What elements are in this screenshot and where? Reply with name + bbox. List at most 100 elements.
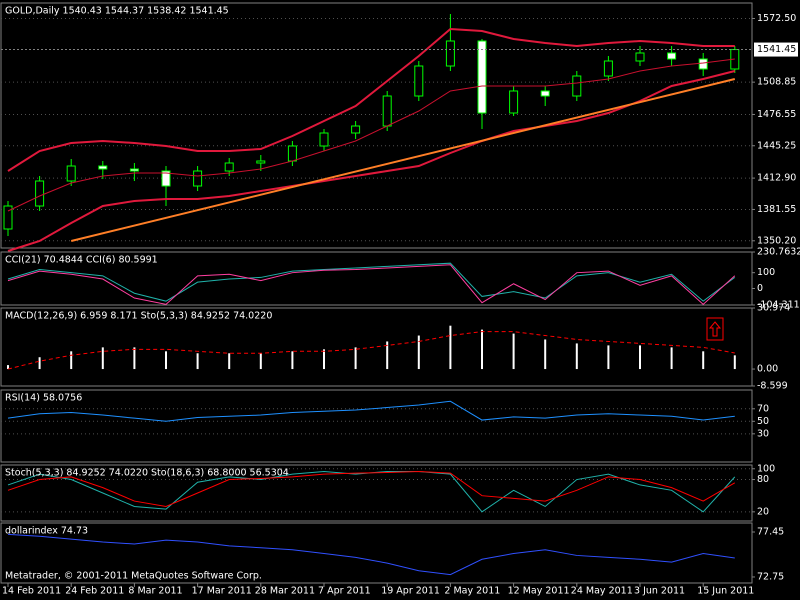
histogram-bar bbox=[386, 341, 389, 370]
histogram-bar bbox=[575, 343, 578, 370]
candle-body bbox=[603, 60, 613, 77]
histogram-bar bbox=[165, 351, 167, 370]
pane-frame bbox=[0, 307, 753, 387]
histogram-bar bbox=[702, 351, 705, 370]
candle-body bbox=[445, 40, 455, 67]
pane-frame bbox=[0, 464, 753, 522]
candle-body bbox=[224, 162, 234, 172]
arrow-box bbox=[706, 317, 724, 341]
x-tick-label: 14 Feb 2011 bbox=[2, 586, 61, 597]
candle-body bbox=[35, 180, 45, 207]
histogram-bar bbox=[196, 353, 199, 370]
candle-body bbox=[66, 165, 76, 182]
y-tick-label: 1412.90 bbox=[757, 173, 796, 184]
x-tick-label: 3 Jun 2011 bbox=[634, 586, 685, 597]
y-tick-label: -104.311 bbox=[757, 300, 800, 311]
candle-body bbox=[193, 170, 203, 187]
histogram-bar bbox=[70, 351, 73, 370]
y-tick-label: 70 bbox=[757, 403, 769, 414]
pane-frame bbox=[0, 522, 753, 584]
candle-body bbox=[667, 52, 677, 60]
pane-label: dollarindex 74.73 bbox=[5, 526, 88, 537]
y-tick-label: 80 bbox=[757, 474, 769, 485]
indicator-line bbox=[7, 533, 735, 576]
candle-body bbox=[382, 95, 392, 127]
histogram-bar bbox=[417, 335, 420, 370]
histogram-bar bbox=[512, 333, 515, 370]
candle-body bbox=[98, 165, 108, 170]
candle-body bbox=[477, 40, 487, 114]
indicator-line bbox=[7, 264, 736, 305]
y-tick-label: 50 bbox=[757, 416, 769, 427]
candle-body bbox=[414, 65, 424, 97]
histogram-bar bbox=[323, 349, 325, 370]
x-tick-label: 15 Jun 2011 bbox=[697, 586, 754, 597]
pane-label: CCI(21) 70.4844 CCI(6) 80.5991 bbox=[5, 255, 158, 266]
y-tick-label: 1572.50 bbox=[757, 13, 796, 24]
y-tick-label: 1476.55 bbox=[757, 109, 796, 120]
candle-body bbox=[287, 145, 297, 162]
current-price-box bbox=[754, 42, 798, 57]
histogram-bar bbox=[228, 353, 231, 370]
x-tick-label: 8 Mar 2011 bbox=[128, 586, 182, 597]
pane-frame bbox=[0, 389, 753, 463]
y-tick-label: 20 bbox=[757, 506, 769, 517]
histogram-bar bbox=[733, 355, 736, 370]
histogram-bar bbox=[259, 353, 262, 370]
indicator-line bbox=[7, 262, 736, 302]
x-tick-label: 2 May 2011 bbox=[444, 586, 500, 597]
x-tick-label: 7 Apr 2011 bbox=[318, 586, 371, 597]
candle-body bbox=[351, 125, 361, 134]
histogram-bar bbox=[670, 347, 673, 370]
y-tick-label: 230.7632 bbox=[757, 247, 800, 258]
candle-body bbox=[129, 168, 139, 172]
histogram-bar bbox=[101, 347, 104, 370]
x-tick-label: 17 Mar 2011 bbox=[192, 586, 252, 597]
histogram-bar bbox=[7, 365, 9, 370]
histogram-bar bbox=[544, 339, 547, 370]
y-tick-label: 0 bbox=[757, 283, 763, 294]
candle-body bbox=[635, 52, 645, 62]
y-tick-label: 0.00 bbox=[757, 364, 778, 375]
indicator-line bbox=[7, 400, 735, 422]
pane-label: RSI(14) 58.0756 bbox=[5, 393, 82, 404]
band-line bbox=[7, 27, 735, 172]
footer-label: Metatrader, © 2001-2011 MetaQuotes Softw… bbox=[5, 571, 262, 582]
y-tick-label: 1381.55 bbox=[757, 204, 796, 215]
histogram-bar bbox=[38, 357, 41, 370]
arrow-icon bbox=[706, 317, 724, 341]
candle-body bbox=[161, 170, 171, 187]
arrow-up bbox=[708, 321, 722, 337]
indicator-line bbox=[7, 470, 736, 507]
histogram-bar bbox=[354, 347, 357, 370]
pane-frame bbox=[0, 2, 753, 249]
candle-body bbox=[319, 132, 329, 147]
candle-body bbox=[509, 90, 519, 114]
x-tick-label: 24 Feb 2011 bbox=[65, 586, 124, 597]
x-tick-label: 24 May 2011 bbox=[571, 586, 633, 597]
candle-body bbox=[256, 160, 266, 164]
pane-label: GOLD,Daily 1540.43 1544.37 1538.42 1541.… bbox=[5, 6, 229, 17]
y-tick-label: 100 bbox=[757, 463, 775, 474]
x-tick-label: 12 May 2011 bbox=[508, 586, 570, 597]
histogram-bar bbox=[133, 347, 136, 370]
candle-body bbox=[698, 58, 708, 70]
candle-body bbox=[540, 90, 550, 97]
y-tick-label: -8.599 bbox=[757, 381, 788, 392]
histogram-bar bbox=[607, 345, 610, 370]
candle-body bbox=[572, 75, 582, 97]
y-tick-label: 1445.25 bbox=[757, 140, 796, 151]
candle-body bbox=[3, 205, 13, 230]
x-tick-label: 19 Apr 2011 bbox=[381, 586, 440, 597]
y-tick-label: 72.75 bbox=[757, 571, 784, 582]
y-tick-label: 77.45 bbox=[757, 526, 784, 537]
histogram-bar bbox=[639, 345, 641, 370]
band-line bbox=[7, 58, 735, 212]
band-line bbox=[7, 70, 736, 252]
histogram-bar bbox=[449, 325, 452, 370]
pane-label: MACD(12,26,9) 6.959 8.171 Sto(5,3,3) 84.… bbox=[5, 311, 272, 322]
signal-line bbox=[7, 331, 735, 370]
y-tick-label: 30 bbox=[757, 428, 769, 439]
